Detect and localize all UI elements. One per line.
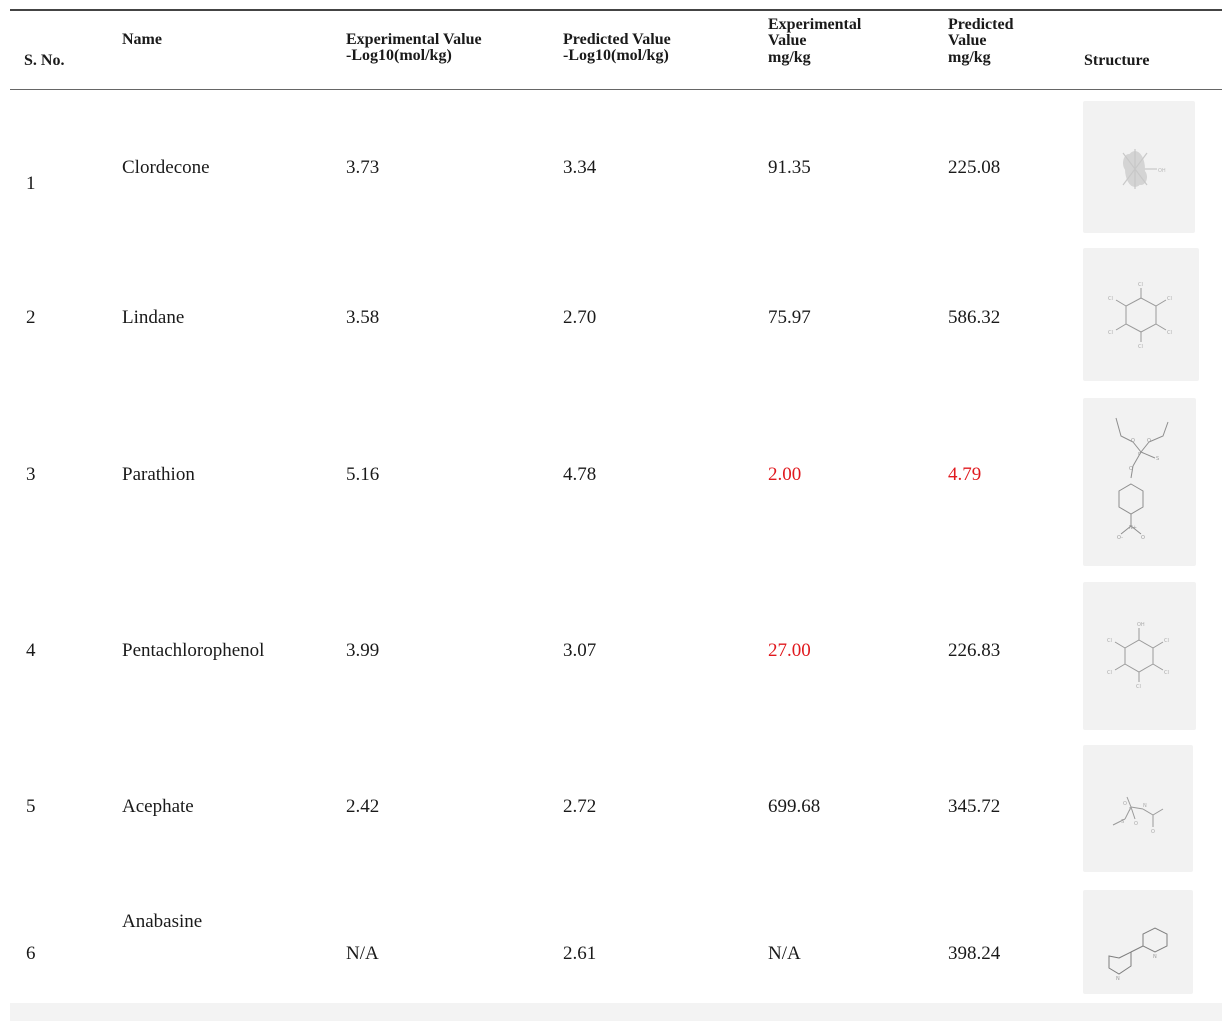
svg-text:O: O bbox=[1123, 801, 1127, 807]
svg-text:O: O bbox=[1129, 466, 1133, 472]
svg-text:N: N bbox=[1143, 803, 1147, 809]
header-exp-mg-line1: Experimental bbox=[768, 16, 862, 33]
table-bottom-band bbox=[10, 1003, 1222, 1021]
svg-text:Cl: Cl bbox=[1164, 638, 1169, 644]
svg-text:OH: OH bbox=[1158, 168, 1166, 174]
svg-text:O: O bbox=[1141, 535, 1145, 541]
structure-image-lindane: Cl Cl Cl Cl Cl Cl bbox=[1083, 248, 1199, 381]
svg-text:O: O bbox=[1134, 821, 1138, 827]
svg-text:P: P bbox=[1129, 807, 1132, 813]
header-name: Name bbox=[122, 31, 162, 48]
cell-pred-mg: 398.24 bbox=[948, 943, 1001, 964]
cell-pred-log: 2.70 bbox=[563, 307, 597, 328]
cell-exp-log: N/A bbox=[346, 943, 379, 964]
svg-text:N+: N+ bbox=[1129, 525, 1137, 531]
header-pred-mg-line1: Predicted bbox=[948, 16, 1014, 33]
svg-text:O: O bbox=[1131, 438, 1135, 444]
structure-image-parathion: O O P S O N+ O- O bbox=[1083, 398, 1196, 566]
header-exp-log-line1: Experimental Value bbox=[346, 31, 482, 48]
svg-text:Cl: Cl bbox=[1167, 330, 1172, 336]
cell-pred-mg: 226.83 bbox=[948, 640, 1001, 661]
cell-exp-log: 2.42 bbox=[346, 796, 380, 817]
cell-pred-mg: 225.08 bbox=[948, 157, 1001, 178]
anabasine-structure-icon: N N bbox=[1108, 927, 1168, 982]
svg-text:Cl: Cl bbox=[1136, 684, 1141, 690]
svg-text:OH: OH bbox=[1137, 622, 1145, 628]
cell-pred-log: 2.61 bbox=[563, 943, 597, 964]
cell-exp-log: 3.73 bbox=[346, 157, 380, 178]
cell-name: Clordecone bbox=[122, 157, 210, 178]
table-header-rule bbox=[10, 89, 1222, 90]
svg-text:S: S bbox=[1156, 456, 1159, 462]
svg-text:N: N bbox=[1116, 976, 1120, 982]
cell-exp-log: 5.16 bbox=[346, 464, 380, 485]
cell-pred-mg: 345.72 bbox=[948, 796, 1001, 817]
cell-exp-mg: 75.97 bbox=[768, 307, 811, 328]
header-pred-mg-line3: mg/kg bbox=[948, 49, 991, 66]
cell-name: Pentachlorophenol bbox=[122, 640, 265, 661]
header-pred-mg-line2: Value bbox=[948, 32, 987, 49]
header-exp-mg-line3: mg/kg bbox=[768, 49, 811, 66]
cell-exp-log: 3.58 bbox=[346, 307, 380, 328]
cell-exp-mg: 699.68 bbox=[768, 796, 821, 817]
cell-pred-mg-highlighted: 4.79 bbox=[948, 464, 982, 485]
svg-text:N: N bbox=[1153, 954, 1157, 960]
cell-sno: 1 bbox=[26, 173, 36, 194]
structure-image-pentachlorophenol: OH Cl Cl Cl Cl Cl bbox=[1083, 582, 1196, 730]
acephate-structure-icon: O P S N O O bbox=[1112, 796, 1164, 835]
cell-name: Acephate bbox=[122, 796, 194, 817]
svg-text:Cl: Cl bbox=[1108, 330, 1113, 336]
cell-sno: 2 bbox=[26, 307, 36, 328]
cell-exp-mg: N/A bbox=[768, 943, 801, 964]
svg-text:Cl: Cl bbox=[1167, 296, 1172, 302]
svg-text:Cl: Cl bbox=[1107, 638, 1112, 644]
parathion-structure-icon: O O P S O N+ O- O bbox=[1115, 417, 1169, 541]
lindane-structure-icon: Cl Cl Cl Cl Cl Cl bbox=[1108, 282, 1172, 350]
header-pred-log-line2: -Log10(mol/kg) bbox=[563, 47, 669, 64]
svg-text:S: S bbox=[1121, 819, 1124, 825]
pentachlorophenol-structure-icon: OH Cl Cl Cl Cl Cl bbox=[1107, 622, 1169, 690]
structure-image-acephate: O P S N O O bbox=[1083, 745, 1193, 872]
cell-name: Parathion bbox=[122, 464, 195, 485]
svg-text:Cl: Cl bbox=[1107, 670, 1112, 676]
cell-name: Anabasine bbox=[122, 911, 203, 932]
clordecone-structure-icon: OH bbox=[1122, 149, 1166, 189]
header-exp-mg-line2: Value bbox=[768, 32, 807, 49]
cell-sno: 6 bbox=[26, 943, 36, 964]
cell-sno: 3 bbox=[26, 464, 36, 485]
cell-name: Lindane bbox=[122, 307, 185, 328]
svg-text:P: P bbox=[1138, 452, 1141, 458]
cell-pred-log: 3.34 bbox=[563, 157, 597, 178]
svg-text:Cl: Cl bbox=[1138, 344, 1143, 350]
cell-sno: 5 bbox=[26, 796, 36, 817]
header-sno: S. No. bbox=[24, 52, 65, 69]
cell-pred-log: 4.78 bbox=[563, 464, 597, 485]
svg-text:Cl: Cl bbox=[1138, 282, 1143, 288]
cell-exp-mg-highlighted: 2.00 bbox=[768, 464, 802, 485]
cell-pred-log: 2.72 bbox=[563, 796, 597, 817]
svg-text:O: O bbox=[1151, 829, 1155, 835]
cell-exp-log: 3.99 bbox=[346, 640, 380, 661]
cell-pred-log: 3.07 bbox=[563, 640, 597, 661]
cell-exp-mg: 91.35 bbox=[768, 157, 811, 178]
cell-pred-mg: 586.32 bbox=[948, 307, 1001, 328]
table-top-rule bbox=[10, 9, 1222, 11]
svg-text:Cl: Cl bbox=[1164, 670, 1169, 676]
cell-sno: 4 bbox=[26, 640, 36, 661]
header-structure: Structure bbox=[1084, 52, 1150, 69]
structure-image-clordecone: OH bbox=[1083, 101, 1195, 233]
svg-text:O: O bbox=[1147, 438, 1151, 444]
svg-text:Cl: Cl bbox=[1108, 296, 1113, 302]
header-pred-log-line1: Predicted Value bbox=[563, 31, 671, 48]
structure-image-anabasine: N N bbox=[1083, 890, 1193, 994]
header-exp-log-line2: -Log10(mol/kg) bbox=[346, 47, 452, 64]
svg-text:O-: O- bbox=[1117, 535, 1123, 541]
cell-exp-mg-highlighted: 27.00 bbox=[768, 640, 811, 661]
